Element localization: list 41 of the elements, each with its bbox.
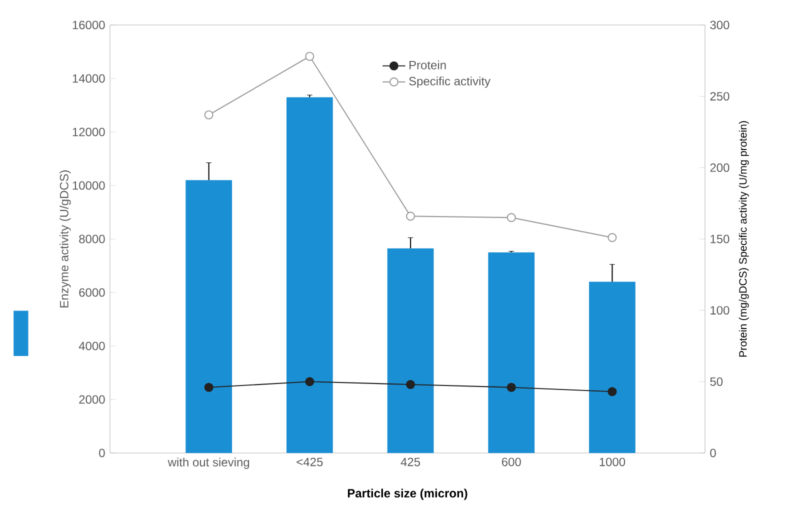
bar <box>387 248 434 453</box>
point <box>406 212 416 221</box>
point <box>204 110 214 120</box>
point <box>406 380 416 390</box>
x-tick-label: 425 <box>400 458 420 466</box>
x-axis-title: Particle size (micron) <box>348 488 468 500</box>
point <box>305 52 314 61</box>
y-tick-label: 8000 <box>79 234 105 244</box>
bar <box>589 282 636 453</box>
y2-tick-label: 300 <box>710 20 730 30</box>
y2-tick-label: 150 <box>710 234 730 244</box>
y-tick-label: 4000 <box>78 342 105 350</box>
x-tick-label: 600 <box>502 458 521 466</box>
bar <box>186 180 232 453</box>
y-tick-label: 6000 <box>79 288 105 297</box>
point <box>204 382 214 392</box>
y2-axis-title: Protein (mg/gDCS) Specific activity (U/mg protein) <box>738 121 749 357</box>
x-tick-label: 1000 <box>600 458 626 466</box>
point <box>305 377 314 386</box>
y2-tick-label: 250 <box>710 92 730 101</box>
x-tick-label: with out sieving <box>168 458 250 469</box>
y-tick-label: 2000 <box>79 395 105 404</box>
y2-tick-label: 200 <box>710 163 730 172</box>
point <box>608 387 617 396</box>
y-tick-label: 12000 <box>72 128 105 136</box>
legend-label: Protein <box>409 60 446 70</box>
bar <box>286 97 333 453</box>
y-axis-title: Enzyme activity (U/gDCS) <box>60 170 71 308</box>
point <box>506 382 516 392</box>
y-tick-label: 16000 <box>72 20 105 30</box>
legend-label: Specific activity <box>409 76 490 88</box>
y-tick-label: 0 <box>99 448 105 458</box>
point <box>506 213 516 222</box>
y-tick-label: 10000 <box>72 181 105 190</box>
y-tick-label: 14000 <box>72 74 105 83</box>
point <box>608 233 617 242</box>
y2-tick-label: 100 <box>710 306 730 315</box>
y2-tick-label: 0 <box>710 448 716 458</box>
bar <box>488 252 535 453</box>
y2-tick-label: 50 <box>710 377 723 386</box>
x-tick-label: <425 <box>296 458 323 466</box>
